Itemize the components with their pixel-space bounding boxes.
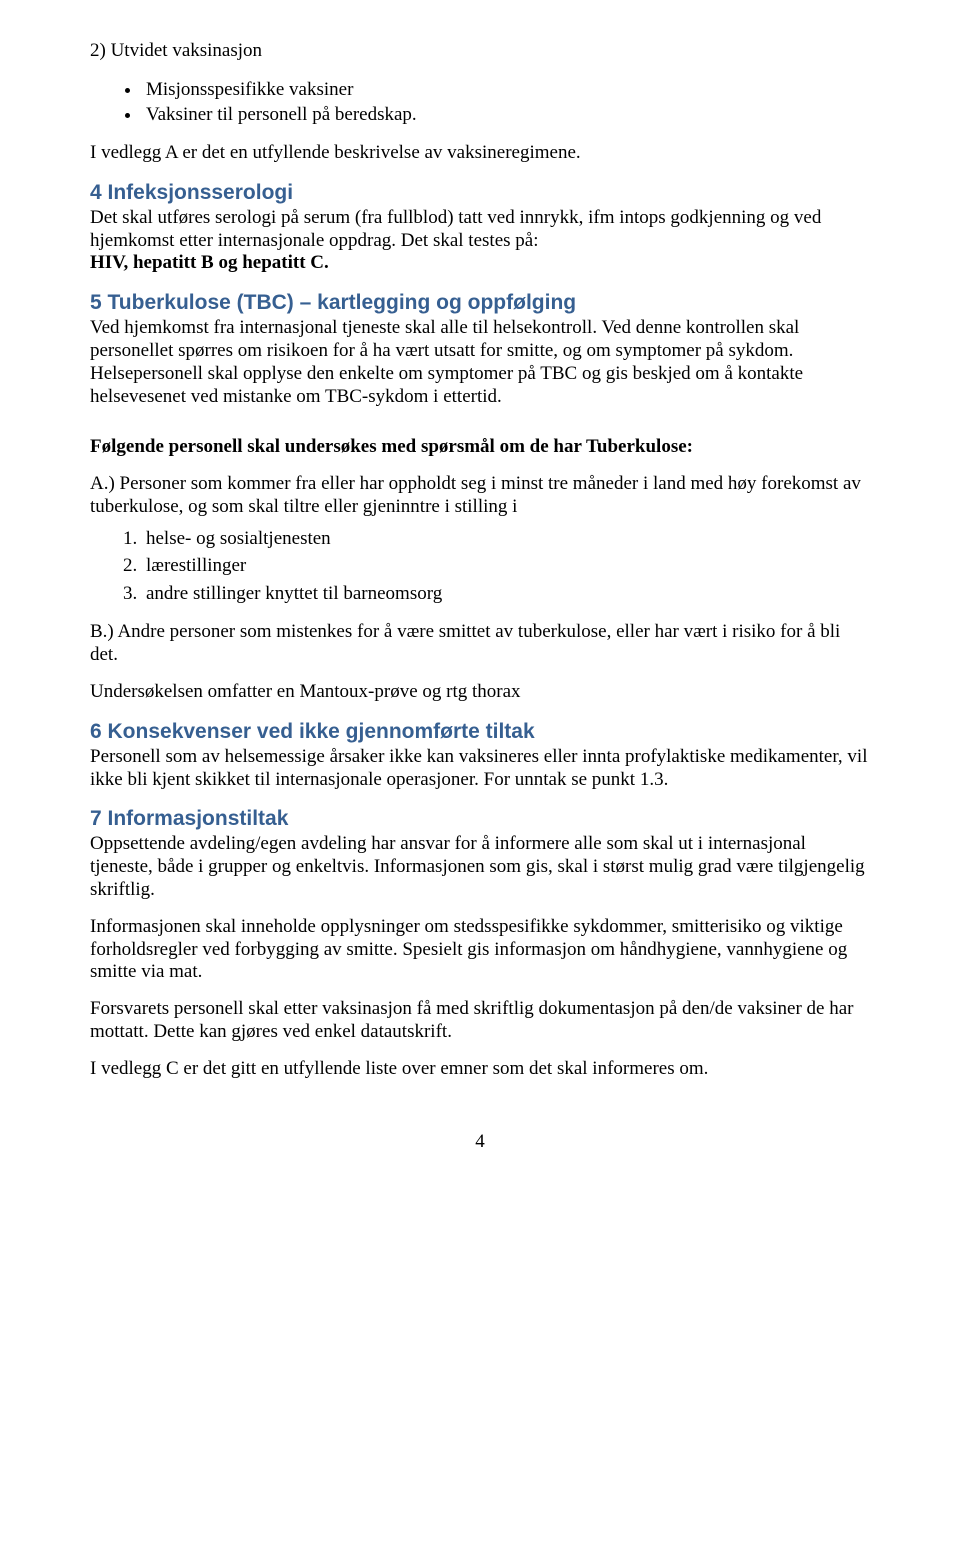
- paragraph: Forsvarets personell skal etter vaksinas…: [90, 998, 870, 1044]
- section-6-consequences: 6 Konsekvenser ved ikke gjennomførte til…: [90, 720, 870, 792]
- section-5-tbc: 5 Tuberkulose (TBC) – kartlegging og opp…: [90, 291, 870, 704]
- list-item: helse- og sosialtjenesten: [142, 525, 870, 553]
- section-2-vaccination: 2) Utvidet vaksinasjon Misjonsspesifikke…: [90, 40, 870, 165]
- section-2-bullets: Misjonsspesifikke vaksiner Vaksiner til …: [90, 77, 870, 128]
- paragraph: Oppsettende avdeling/egen avdeling har a…: [90, 833, 870, 901]
- section-2-after: I vedlegg A er det en utfyllende beskriv…: [90, 142, 870, 165]
- paragraph: Informasjonen skal inneholde opplysninge…: [90, 916, 870, 984]
- list-item: Misjonsspesifikke vaksiner: [142, 77, 870, 103]
- list-item: Vaksiner til personell på beredskap.: [142, 102, 870, 128]
- list-item: lærestillinger: [142, 552, 870, 580]
- list-item: andre stillinger knyttet til barneomsorg: [142, 580, 870, 608]
- document-page: 2) Utvidet vaksinasjon Misjonsspesifikke…: [0, 0, 960, 1193]
- heading-4: 4 Infeksjonsserologi: [90, 181, 870, 205]
- paragraph-c: Undersøkelsen omfatter en Mantoux-prøve …: [90, 681, 870, 704]
- section-7-information: 7 Informasjonstiltak Oppsettende avdelin…: [90, 807, 870, 1080]
- paragraph-a: A.) Personer som kommer fra eller har op…: [90, 473, 870, 519]
- heading-5: 5 Tuberkulose (TBC) – kartlegging og opp…: [90, 291, 870, 315]
- heading-6: 6 Konsekvenser ved ikke gjennomførte til…: [90, 720, 870, 744]
- paragraph: Ved hjemkomst fra internasjonal tjeneste…: [90, 317, 870, 408]
- paragraph-bold: HIV, hepatitt B og hepatitt C.: [90, 252, 870, 275]
- section-4-serology: 4 Infeksjonsserologi Det skal utføres se…: [90, 181, 870, 275]
- paragraph: I vedlegg C er det gitt en utfyllende li…: [90, 1058, 870, 1081]
- paragraph: Personell som av helsemessige årsaker ik…: [90, 746, 870, 792]
- subheading-bold: Følgende personell skal undersøkes med s…: [90, 436, 870, 459]
- page-number: 4: [90, 1131, 870, 1153]
- section-2-title: 2) Utvidet vaksinasjon: [90, 40, 870, 63]
- paragraph: Det skal utføres serologi på serum (fra …: [90, 207, 870, 253]
- paragraph-b: B.) Andre personer som mistenkes for å v…: [90, 621, 870, 667]
- heading-7: 7 Informasjonstiltak: [90, 807, 870, 831]
- section-5-numbered-list: helse- og sosialtjenesten lærestillinger…: [90, 525, 870, 608]
